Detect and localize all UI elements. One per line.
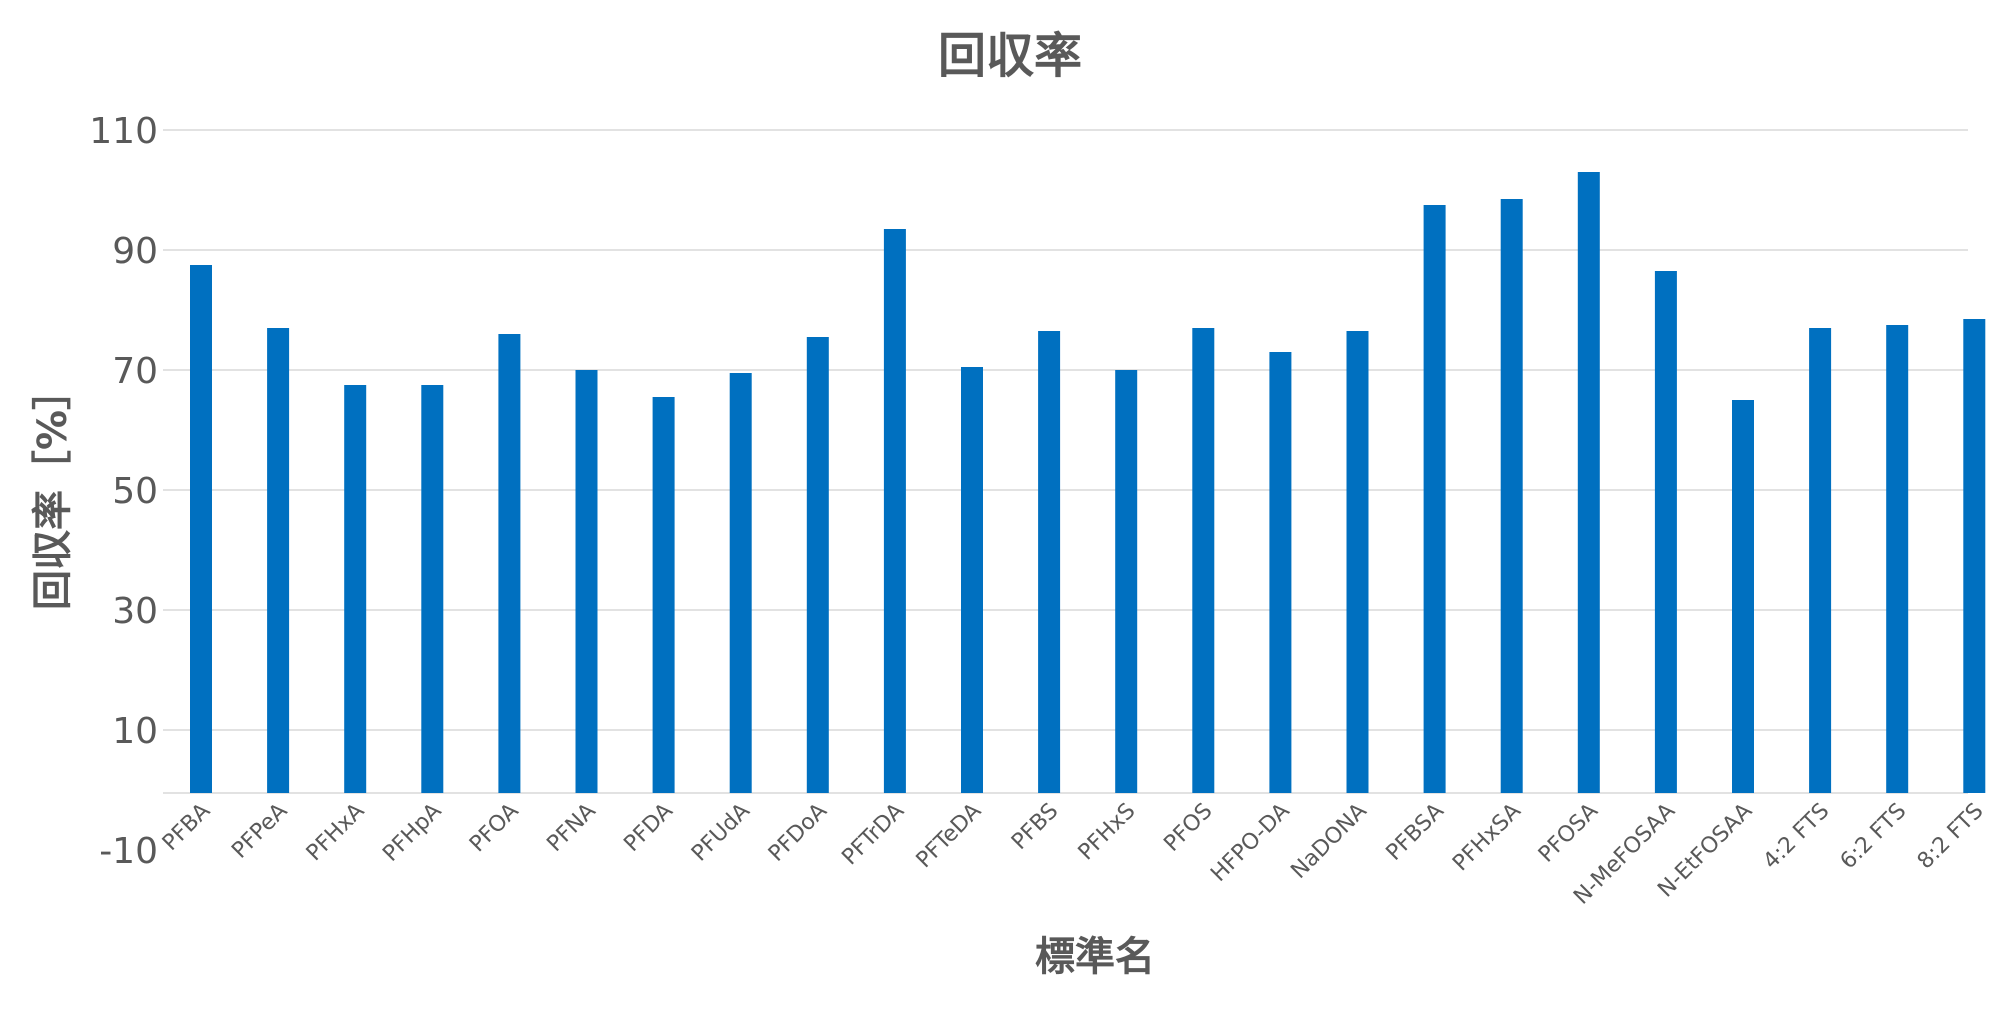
bar bbox=[1654, 271, 1677, 793]
x-tick-label: PFPeA bbox=[227, 799, 292, 864]
gridlines bbox=[163, 129, 1968, 794]
x-tick-label: PFHxSA bbox=[1448, 799, 1526, 877]
bar bbox=[1269, 352, 1292, 793]
bar bbox=[1809, 328, 1832, 793]
bar bbox=[498, 334, 521, 793]
x-tick-label: PFDoA bbox=[764, 799, 832, 867]
bar bbox=[190, 265, 212, 793]
bar bbox=[1963, 319, 1986, 793]
bar bbox=[1732, 400, 1754, 793]
y-tick-label: 50 bbox=[112, 471, 158, 512]
y-tick-label: 90 bbox=[112, 231, 158, 272]
x-tick-label: 8:2 FTS bbox=[1913, 799, 1989, 875]
bar bbox=[1577, 172, 1600, 793]
x-tick-label: PFOS bbox=[1159, 799, 1217, 857]
bar bbox=[1500, 199, 1523, 793]
bar bbox=[961, 367, 983, 793]
y-tick-label: 10 bbox=[112, 711, 158, 752]
x-tick-label: PFTrDA bbox=[837, 799, 909, 871]
x-tick-label: NaDONA bbox=[1286, 799, 1371, 884]
x-tick-label: PFOSA bbox=[1534, 799, 1603, 868]
bar bbox=[267, 328, 290, 793]
bar bbox=[1038, 331, 1061, 793]
y-tick-label: 70 bbox=[112, 351, 158, 392]
x-tick-label: PFHxS bbox=[1074, 799, 1141, 866]
bar bbox=[344, 385, 367, 793]
bar bbox=[883, 229, 906, 793]
bar bbox=[652, 397, 675, 793]
x-tick-label: 6:2 FTS bbox=[1836, 799, 1912, 875]
y-tick-label: -10 bbox=[99, 831, 158, 872]
bar bbox=[1423, 205, 1446, 793]
y-tick-label: 30 bbox=[112, 591, 158, 632]
x-axis-ticks: PFBA PFPeA PFHxA PFHpA PFOA PFNA PFDA PFUdA PFDo… bbox=[158, 799, 1989, 910]
bar bbox=[806, 337, 829, 793]
x-tick-label: PFOA bbox=[465, 799, 524, 858]
bar bbox=[1115, 370, 1138, 793]
x-axis-title: 標準名 bbox=[1035, 934, 1155, 980]
x-tick-label: PFNA bbox=[542, 799, 600, 857]
x-tick-label: PFHpA bbox=[378, 799, 446, 867]
x-tick-label: 4:2 FTS bbox=[1759, 799, 1835, 875]
y-tick-label: 110 bbox=[89, 111, 158, 152]
x-tick-label: HFPO-DA bbox=[1206, 799, 1294, 887]
bar bbox=[729, 373, 752, 793]
y-axis-title: 回収率［%］ bbox=[30, 370, 76, 610]
bar bbox=[1346, 331, 1369, 793]
x-tick-label: PFTeDA bbox=[912, 799, 987, 874]
x-tick-label: PFBA bbox=[158, 799, 215, 856]
bar bbox=[1886, 325, 1909, 793]
x-tick-label: PFBS bbox=[1007, 799, 1063, 855]
bar bbox=[421, 385, 444, 793]
x-tick-label: PFBSA bbox=[1382, 799, 1449, 866]
x-tick-label: PFDA bbox=[619, 799, 677, 857]
bars bbox=[190, 172, 1986, 793]
y-axis-ticks: -10 10 30 50 70 90 110 bbox=[89, 111, 158, 872]
bar bbox=[575, 370, 598, 793]
bar bbox=[1192, 328, 1215, 793]
x-tick-label: PFHxA bbox=[302, 799, 370, 867]
x-tick-label: PFUdA bbox=[687, 799, 755, 867]
chart-title: 回収率 bbox=[938, 28, 1082, 84]
